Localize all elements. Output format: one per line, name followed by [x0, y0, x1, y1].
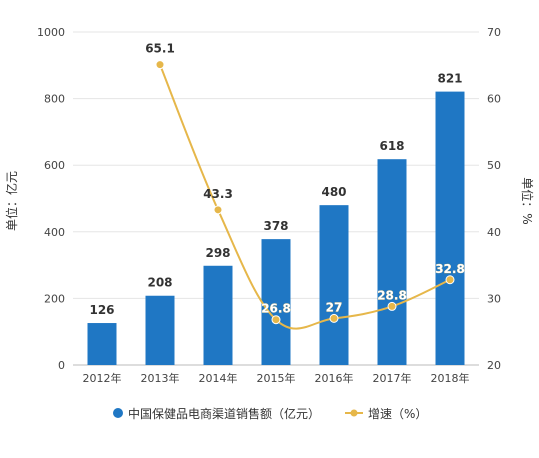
bar [319, 205, 349, 365]
x-axis-tick-label: 2018年 [431, 371, 470, 385]
growth-point [445, 275, 455, 285]
bar-value-labels: 126 208 298 378 480 618 821 [89, 72, 462, 317]
growth-point [271, 315, 281, 325]
x-axis-ticks: 2012年 2013年 2014年 2015年 2016年 2017年 2018年 [83, 371, 470, 385]
bars [87, 91, 465, 366]
x-axis-tick-label: 2013年 [141, 371, 180, 385]
bar-value-label: 378 [263, 219, 288, 233]
right-axis-tick-label: 70 [487, 26, 501, 39]
right-axis-tick-label: 40 [487, 226, 501, 239]
bar [203, 265, 233, 365]
left-axis-tick-label: 0 [58, 359, 65, 372]
bar-value-label: 821 [437, 72, 462, 86]
bar [435, 91, 465, 366]
left-axis-tick-label: 800 [44, 93, 65, 106]
right-axis-label: 单位：% [520, 177, 535, 224]
gridlines [73, 31, 479, 366]
left-axis-tick-label: 400 [44, 226, 65, 239]
legend-line-label: 增速（%） [368, 407, 427, 421]
x-axis-tick-label: 2012年 [83, 371, 122, 385]
growth-point [213, 205, 223, 215]
growth-value-label: 28.8 [377, 288, 407, 302]
bar [87, 323, 117, 365]
growth-line-series [155, 60, 455, 330]
left-axis-ticks: 0 200 400 600 800 1000 [37, 26, 65, 372]
right-axis-tick-label: 20 [487, 359, 501, 372]
growth-point [155, 60, 165, 70]
right-axis-ticks: 20 30 40 50 60 70 [487, 26, 501, 372]
growth-point [329, 313, 339, 323]
x-axis-tick-label: 2017年 [373, 371, 412, 385]
bar-value-label: 480 [321, 185, 346, 199]
legend-bar-swatch [113, 408, 123, 418]
bar-value-label: 298 [205, 246, 230, 260]
left-axis-tick-label: 1000 [37, 26, 65, 39]
legend: 中国保健品电商渠道销售额（亿元） 增速（%） [113, 406, 427, 421]
bar-value-label: 618 [379, 139, 404, 153]
growth-value-label: 43.3 [203, 187, 233, 201]
growth-value-label: 26.8 [261, 302, 291, 316]
left-axis-tick-label: 600 [44, 159, 65, 172]
right-axis-tick-label: 30 [487, 292, 501, 305]
growth-value-label: 27 [326, 300, 343, 314]
bar [377, 159, 407, 365]
bar [261, 239, 291, 365]
right-axis-tick-label: 50 [487, 159, 501, 172]
growth-point [387, 301, 397, 311]
left-axis-label: 单位：亿元 [4, 171, 19, 231]
legend-line-marker [350, 409, 358, 417]
bar-value-label: 126 [89, 303, 114, 317]
bar [145, 295, 175, 365]
growth-value-label: 65.1 [145, 42, 175, 56]
bar-value-label: 208 [147, 276, 172, 290]
growth-value-label: 32.8 [435, 262, 465, 276]
right-axis-tick-label: 60 [487, 93, 501, 106]
growth-value-labels: 65.1 43.3 26.8 27 28.8 32.8 [145, 42, 465, 316]
x-axis-tick-label: 2014年 [199, 371, 238, 385]
x-axis-tick-label: 2016年 [315, 371, 354, 385]
x-axis-tick-label: 2015年 [257, 371, 296, 385]
legend-bar-label: 中国保健品电商渠道销售额（亿元） [128, 406, 320, 421]
left-axis-tick-label: 200 [44, 292, 65, 305]
